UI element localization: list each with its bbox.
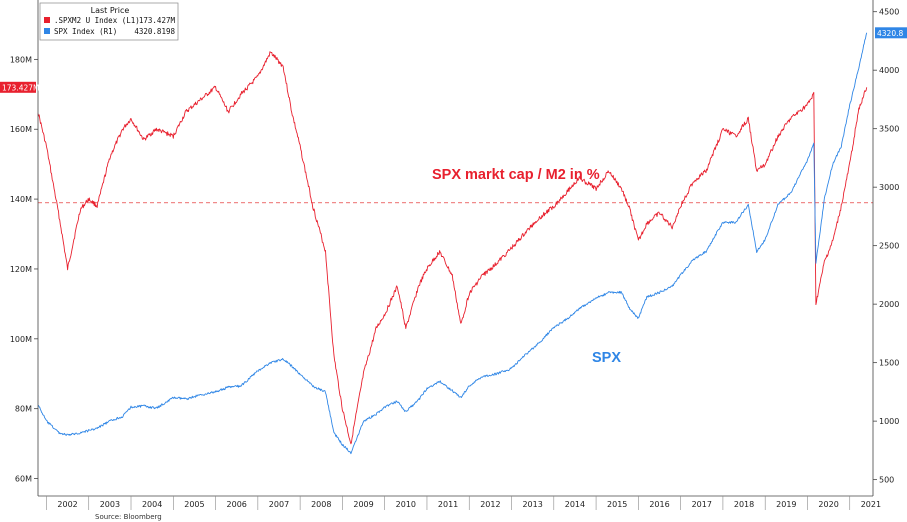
x-axis-ticks: 2002 2003 2004 2005 2006 2007 2008 2009 2010 2011… xyxy=(46,496,881,510)
x-tick-label: 2016 xyxy=(649,500,669,509)
left-tick-label: 80M xyxy=(15,405,32,414)
right-last-value-marker: 4320.8 xyxy=(875,27,907,39)
left-last-value-label: 173.427M xyxy=(2,83,40,92)
x-tick-label: 2004 xyxy=(142,500,162,509)
legend-entry-spxm2: .SPXM2 U Index (L1) 173.427M xyxy=(44,16,175,25)
x-tick-label: 2005 xyxy=(184,500,204,509)
x-tick-label: 2010 xyxy=(396,500,416,509)
left-tick-label: 140M xyxy=(10,195,32,204)
x-tick-label: 2014 xyxy=(565,500,585,509)
left-last-value-box xyxy=(0,81,36,93)
x-tick-label: 2008 xyxy=(311,500,331,509)
right-tick-label: 3000 xyxy=(879,183,899,192)
footer-text: Source: Bloomberg xyxy=(95,513,162,521)
left-tick-label: 120M xyxy=(10,265,32,274)
x-tick-label: 2012 xyxy=(480,500,500,509)
legend-title: Last Price xyxy=(91,6,130,15)
series-line-spx xyxy=(37,32,868,455)
x-tick-label: 2009 xyxy=(353,500,373,509)
legend-swatch-spx xyxy=(44,28,50,34)
x-tick-label: 2006 xyxy=(227,500,247,509)
legend-label-spx: SPX Index (R1) xyxy=(54,27,117,36)
left-last-value-marker: 173.427M xyxy=(0,81,40,93)
right-last-value-box xyxy=(875,27,907,39)
legend-entry-spx: SPX Index (R1) 4320.8198 xyxy=(44,27,175,36)
right-tick-label: 1500 xyxy=(879,359,899,368)
right-tick-label: 4500 xyxy=(879,8,899,17)
x-tick-label: 2003 xyxy=(100,500,120,509)
right-tick-label: 2500 xyxy=(879,242,899,251)
legend: Last Price .SPXM2 U Index (L1) 173.427M … xyxy=(39,2,179,41)
right-axis-ticks: 500 1000 1500 2000 2500 3000 3500 4000 4500 xyxy=(873,8,899,485)
left-axis-ticks: 60M 80M 100M 120M 140M 160M 180M xyxy=(10,55,38,484)
legend-label-spxm2: .SPXM2 U Index (L1) xyxy=(54,16,140,25)
legend-box xyxy=(39,2,179,41)
x-tick-label: 2002 xyxy=(57,500,77,509)
x-tick-label: 2021 xyxy=(861,500,881,509)
annotation-spx: SPX xyxy=(592,350,621,366)
x-tick-label: 2018 xyxy=(734,500,754,509)
x-tick-label: 2020 xyxy=(818,500,838,509)
right-tick-label: 500 xyxy=(879,476,894,485)
legend-swatch-spxm2 xyxy=(44,17,50,23)
right-last-value-label: 4320.8 xyxy=(877,29,903,38)
left-tick-label: 160M xyxy=(10,125,32,134)
x-tick-label: 2011 xyxy=(438,500,458,509)
annotation-ratio: SPX markt cap / M2 in % xyxy=(432,167,600,183)
x-tick-label: 2013 xyxy=(522,500,542,509)
x-tick-label: 2015 xyxy=(607,500,627,509)
x-tick-label: 2019 xyxy=(776,500,796,509)
right-tick-label: 3500 xyxy=(879,125,899,134)
right-tick-label: 1000 xyxy=(879,417,899,426)
series-line-spxm2 xyxy=(37,51,868,445)
series-group xyxy=(37,32,868,455)
x-tick-label: 2007 xyxy=(269,500,289,509)
left-tick-label: 100M xyxy=(10,335,32,344)
x-tick-label: 2017 xyxy=(692,500,712,509)
right-tick-label: 2000 xyxy=(879,300,899,309)
left-tick-label: 60M xyxy=(15,475,32,484)
legend-value-spxm2: 173.427M xyxy=(139,16,176,25)
left-tick-label: 180M xyxy=(10,55,32,64)
right-tick-label: 4000 xyxy=(879,66,899,75)
legend-value-spx: 4320.8198 xyxy=(134,27,175,36)
